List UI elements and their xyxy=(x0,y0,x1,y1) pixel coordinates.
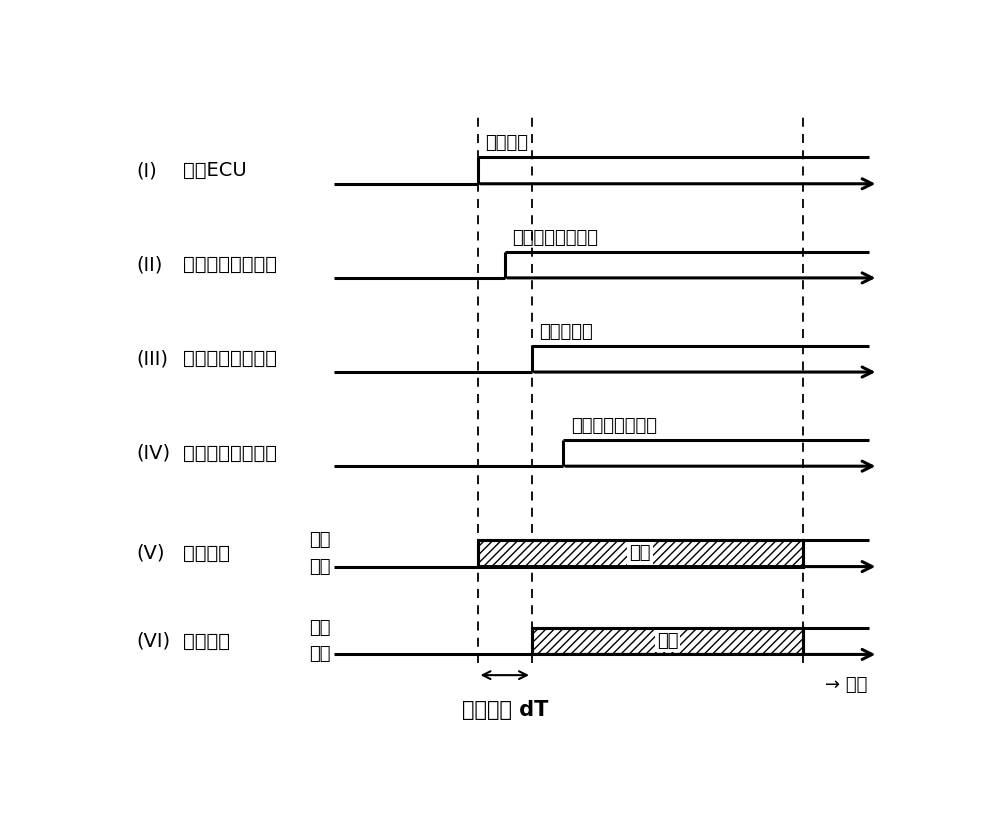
Bar xyxy=(532,628,803,654)
Text: 主前照灯控制装置: 主前照灯控制装置 xyxy=(183,350,277,368)
Text: 车身ECU: 车身ECU xyxy=(183,161,247,180)
Text: (I): (I) xyxy=(137,161,157,180)
Text: 时间间隔 dT: 时间间隔 dT xyxy=(462,699,548,720)
Text: 调光: 调光 xyxy=(657,632,678,650)
Text: 主前照灯控制装置: 主前照灯控制装置 xyxy=(183,255,277,274)
Text: 判定以及开灯控制: 判定以及开灯控制 xyxy=(512,228,598,246)
Text: 副开灯命令: 副开灯命令 xyxy=(540,323,593,341)
Text: 副前照灯: 副前照灯 xyxy=(183,632,230,650)
Text: (IV): (IV) xyxy=(137,443,171,462)
Text: 开灯: 开灯 xyxy=(309,619,330,637)
Text: 开灯命令: 开灯命令 xyxy=(485,134,528,152)
Text: 开灯: 开灯 xyxy=(309,531,330,549)
Bar xyxy=(478,540,803,566)
Text: 副前照灯控制装置: 副前照灯控制装置 xyxy=(183,443,277,462)
Text: (II): (II) xyxy=(137,255,163,274)
Text: 关灯: 关灯 xyxy=(309,645,330,663)
Text: (III): (III) xyxy=(137,350,169,368)
Text: 关灯: 关灯 xyxy=(309,557,330,575)
Text: → 时间: → 时间 xyxy=(825,676,867,694)
Text: 调光: 调光 xyxy=(630,544,651,562)
Text: (VI): (VI) xyxy=(137,632,171,650)
Text: (V): (V) xyxy=(137,544,165,563)
Text: 主前照灯: 主前照灯 xyxy=(183,544,230,563)
Text: 判定以及开灯控制: 判定以及开灯控制 xyxy=(571,416,657,434)
